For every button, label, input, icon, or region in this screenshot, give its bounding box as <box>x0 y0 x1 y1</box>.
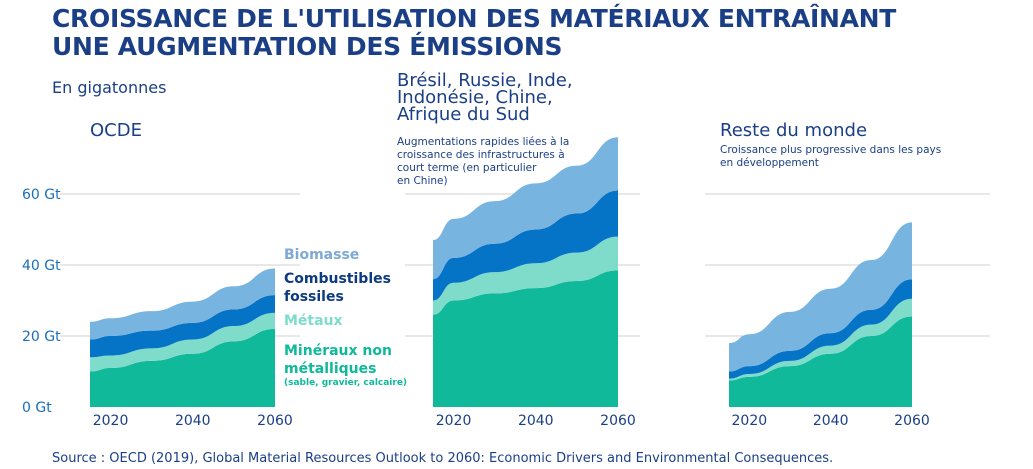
area-fossil-panel-2 <box>433 190 618 301</box>
legend-biomass: Biomasse <box>284 247 360 263</box>
unit-label: En gigatonnes <box>52 78 167 97</box>
x-tick-label: 2020 <box>436 413 472 429</box>
x-tick-label: 2040 <box>175 413 211 429</box>
panel-title-brics: Brésil, Russie, Inde, Indonésie, Chine, … <box>397 70 617 125</box>
area-fossil-panel-1 <box>90 295 275 358</box>
chart-title-line-2: UNE AUGMENTATION DES ÉMISSIONS <box>52 32 563 61</box>
legend-fossil-line: fossiles <box>284 289 344 305</box>
area-layers <box>90 137 912 407</box>
panel-subtitle-brics-line: croissance des infrastructures à <box>397 149 565 161</box>
panel-subtitle-row-line: Croissance plus progressive dans les pay… <box>720 144 942 156</box>
legend-fossil-fuels: Combustibles fossiles <box>284 270 391 306</box>
y-tick-label: 60 Gt <box>22 187 61 203</box>
panel-subtitle-brics: Augmentations rapides liées à la croissa… <box>397 136 569 188</box>
panel-subtitle-brics-line: Augmentations rapides liées à la <box>397 136 570 148</box>
legend-minerals-note: (sable, gravier, calcaire) <box>284 378 408 388</box>
chart-title-line-1: CROISSANCE DE L'UTILISATION DES MATÉRIAU… <box>52 4 897 33</box>
panel-subtitle-row: Croissance plus progressive dans les pay… <box>720 144 941 170</box>
area-minerals-panel-3 <box>729 316 912 407</box>
area-fossil-panel-3 <box>729 279 912 379</box>
panel-title-brics-line: Indonésie, Chine, <box>397 87 553 108</box>
panel-title-row: Reste du monde <box>720 120 868 141</box>
legend-minerals-line: Minéraux non <box>284 343 392 359</box>
panel-title-brics-line: Afrique du Sud <box>397 104 530 125</box>
x-tick-label: 2040 <box>813 413 849 429</box>
panel-subtitle-brics-line: en Chine) <box>397 175 448 187</box>
x-tick-label: 2060 <box>257 413 293 429</box>
panel-subtitle-brics-line: court terme (en particulier <box>397 162 537 174</box>
legend-metals: Métaux <box>284 313 343 329</box>
legend-fossil-line: Combustibles <box>284 271 391 287</box>
legend-minerals: Minéraux non métalliques (sable, gravier… <box>284 342 407 389</box>
y-tick-label: 0 Gt <box>22 400 52 416</box>
area-biomass-panel-2 <box>433 137 618 280</box>
panel-title-brics-line: Brésil, Russie, Inde, <box>397 70 573 91</box>
y-tick-label: 40 Gt <box>22 258 61 274</box>
area-metals-panel-1 <box>90 312 275 372</box>
x-tick-label: 2020 <box>732 413 768 429</box>
x-tick-label: 2060 <box>600 413 636 429</box>
x-axis-ticks: 2020 2040 2060 2020 2040 2060 2020 2040 2060 <box>93 413 930 429</box>
legend-minerals-line: métalliques <box>284 361 377 377</box>
x-tick-label: 2040 <box>518 413 554 429</box>
y-tick-label: 20 Gt <box>22 329 61 345</box>
area-biomass-panel-3 <box>729 222 912 372</box>
x-tick-label: 2060 <box>894 413 930 429</box>
source-note: Source : OECD (2019), Global Material Re… <box>52 451 834 466</box>
area-metals-panel-2 <box>433 236 618 315</box>
y-axis-ticks: 0 Gt 20 Gt 40 Gt 60 Gt <box>22 187 61 416</box>
x-tick-label: 2020 <box>93 413 129 429</box>
area-minerals-panel-1 <box>90 328 275 407</box>
panel-title-oecd: OCDE <box>90 120 142 141</box>
area-biomass-panel-1 <box>90 268 275 340</box>
area-minerals-panel-2 <box>433 270 618 407</box>
panel-subtitle-row-line: en développement <box>720 157 819 169</box>
